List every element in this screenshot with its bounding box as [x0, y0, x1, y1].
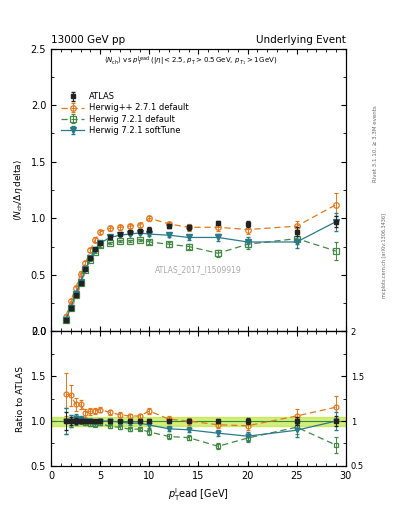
- Text: $\langle N_{\rm ch}\rangle$ vs $p_{\rm T}^{\rm lead}$ ($|\eta|<2.5,\,p_{\rm T}>0: $\langle N_{\rm ch}\rangle$ vs $p_{\rm T…: [104, 54, 278, 68]
- Text: mcplots.cern.ch [arXiv:1306.3436]: mcplots.cern.ch [arXiv:1306.3436]: [382, 214, 387, 298]
- Text: Underlying Event: Underlying Event: [256, 35, 346, 45]
- Y-axis label: $\langle N_{\rm ch}/ \Delta\eta\,{\rm delta}\rangle$: $\langle N_{\rm ch}/ \Delta\eta\,{\rm de…: [12, 159, 25, 221]
- Y-axis label: Ratio to ATLAS: Ratio to ATLAS: [16, 366, 25, 432]
- Bar: [51, 417, 346, 425]
- Text: 13000 GeV pp: 13000 GeV pp: [51, 35, 125, 45]
- Legend: ATLAS, Herwig++ 2.7.1 default, Herwig 7.2.1 default, Herwig 7.2.1 softTune: ATLAS, Herwig++ 2.7.1 default, Herwig 7.…: [61, 92, 188, 135]
- Text: ATLAS_2017_I1509919: ATLAS_2017_I1509919: [155, 265, 242, 273]
- Text: Rivet 3.1.10, ≥ 3.3M events: Rivet 3.1.10, ≥ 3.3M events: [373, 105, 378, 182]
- X-axis label: $p_{\rm T}^{\rm l}{\rm ead}$ [GeV]: $p_{\rm T}^{\rm l}{\rm ead}$ [GeV]: [168, 486, 229, 503]
